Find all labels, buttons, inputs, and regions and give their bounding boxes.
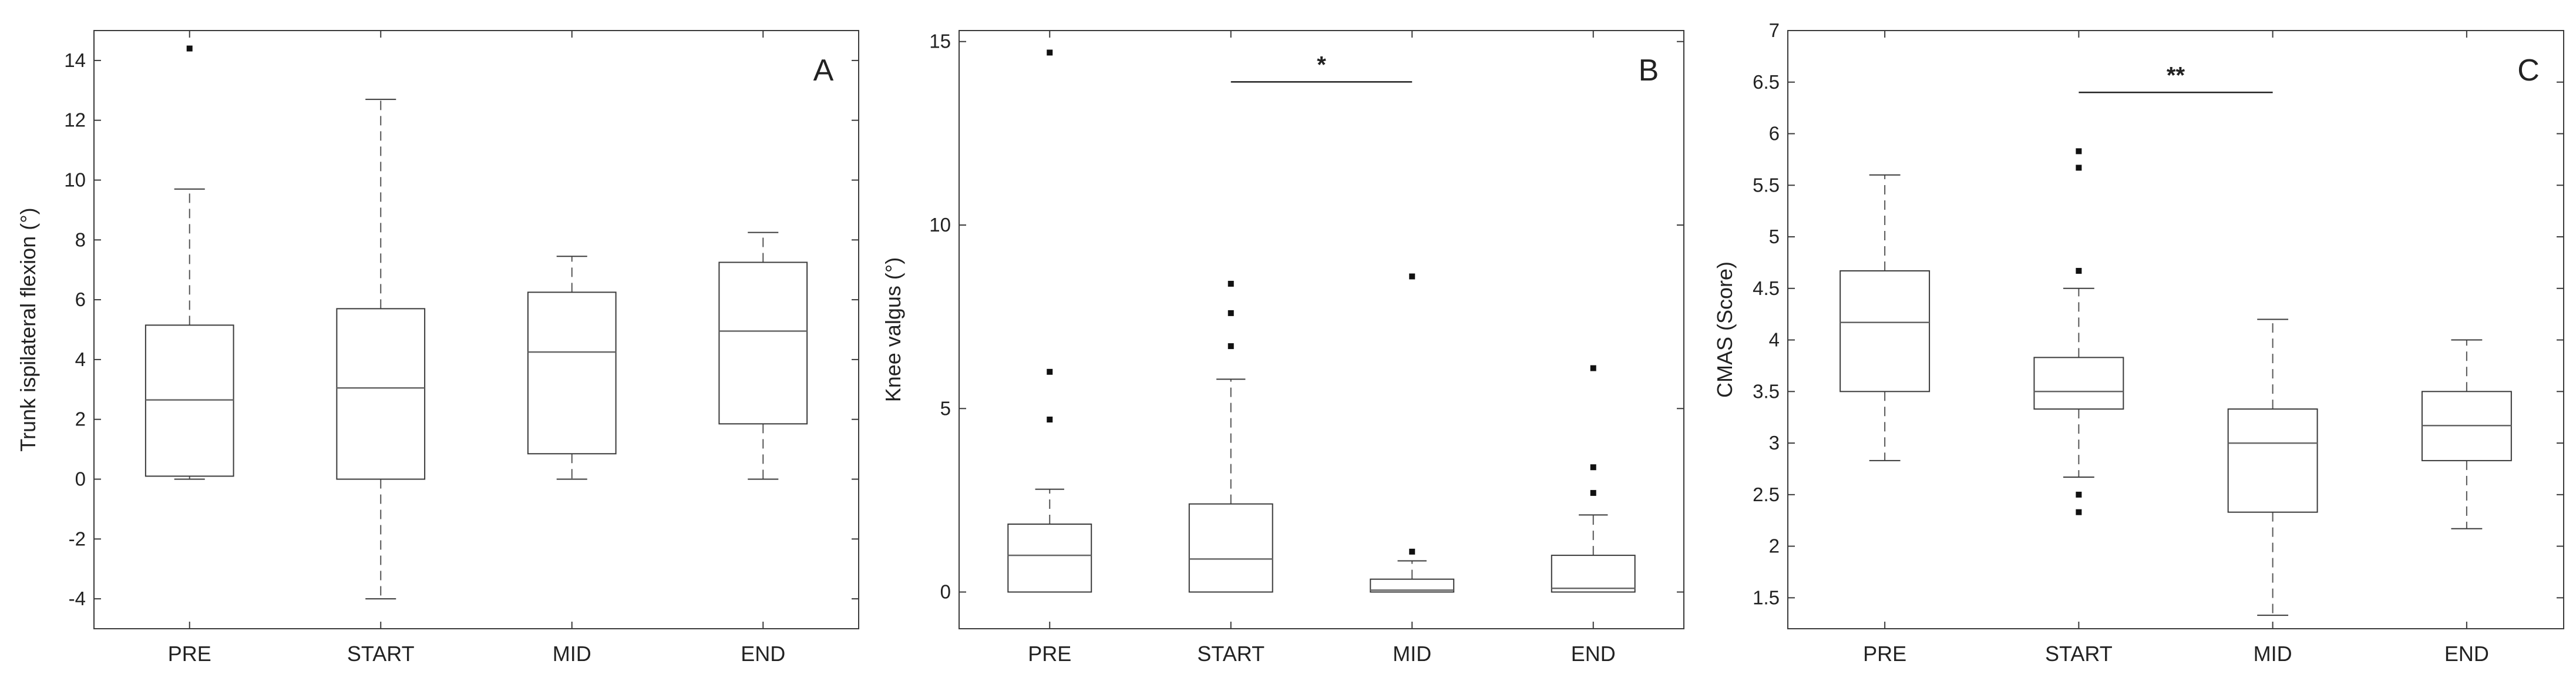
y-tick-label: 5 <box>940 397 951 419</box>
outlier-point <box>1590 464 1596 471</box>
x-category-label: PRE <box>1028 642 1071 666</box>
outlier-point <box>1590 489 1596 496</box>
significance-marker: * <box>1317 52 1326 78</box>
y-tick-label: 3.5 <box>1753 380 1780 402</box>
y-axis-label: CMAS (Score) <box>1713 261 1737 398</box>
y-tick-label: 6 <box>75 289 86 310</box>
iqr-box <box>144 324 234 477</box>
y-tick-label: 4.5 <box>1753 277 1780 299</box>
iqr-box <box>2227 408 2318 513</box>
y-tick-label: 1.5 <box>1753 586 1780 608</box>
iqr-box <box>1839 270 1931 393</box>
x-category-label: START <box>347 642 415 666</box>
y-tick-label: 10 <box>64 169 86 191</box>
y-tick-label: 0 <box>75 468 86 490</box>
plot-frame <box>93 30 859 629</box>
outlier-point <box>1409 273 1415 280</box>
outlier-point <box>2076 148 2082 155</box>
box-pre <box>144 45 234 480</box>
x-category-label: MID <box>1393 642 1431 666</box>
y-tick-label: 2.5 <box>1753 484 1780 505</box>
iqr-box <box>336 308 426 480</box>
box-mid <box>2227 318 2318 616</box>
iqr-box <box>718 261 808 425</box>
y-tick-label: -4 <box>69 588 86 609</box>
y-tick-label: 0 <box>940 581 951 603</box>
y-tick-label: 14 <box>64 49 86 71</box>
box-mid <box>527 256 617 480</box>
x-category-label: END <box>1571 642 1616 666</box>
y-tick-label: 3 <box>1769 432 1780 454</box>
y-tick-label: 6 <box>1769 123 1780 145</box>
box-end <box>2421 339 2512 529</box>
panel-label: B <box>1639 53 1659 88</box>
iqr-box <box>527 291 617 455</box>
outlier-point <box>2076 491 2082 498</box>
panel-a: -4 -2 0 2 4 6 8 10 12 14 PRE START MID END Trunk ispil… <box>16 30 859 666</box>
x-category-label: END <box>2444 642 2489 666</box>
box-end <box>718 232 808 480</box>
y-tick-label: 4 <box>75 348 86 370</box>
outlier-point <box>1047 417 1053 423</box>
y-axis-label: Knee valgus (°) <box>881 257 905 402</box>
panel-b: 0 5 10 15 PRE START MID END Knee valgus (°) B * <box>881 30 1684 666</box>
iqr-box <box>1551 555 1636 593</box>
y-tick-label: 2 <box>75 408 86 430</box>
y-tick-label: 7 <box>1769 19 1780 41</box>
x-category-label: START <box>2045 642 2113 666</box>
y-tick-label: 5.5 <box>1753 174 1780 196</box>
y-axis-label: Trunk ispilateral flexion (°) <box>16 207 40 451</box>
outlier-point <box>1228 280 1234 287</box>
panel-c: 1.5 2 2.5 3 3.5 4 4.5 5 5.5 6 6.5 7 PRE START MID END CM… <box>1713 19 2564 666</box>
y-tick-label: 6.5 <box>1753 71 1780 93</box>
box-pre <box>1839 174 1931 461</box>
panel-label: A <box>813 53 834 88</box>
box-pre <box>1007 49 1092 593</box>
y-tick-label: -2 <box>69 528 86 549</box>
y-tick-label: 15 <box>929 31 951 52</box>
box-start <box>336 99 426 600</box>
panel-label: C <box>2517 53 2540 88</box>
iqr-box <box>1370 578 1455 593</box>
significance-marker: ** <box>2167 62 2185 88</box>
outlier-point <box>1047 49 1053 56</box>
x-category-label: END <box>741 642 785 666</box>
outlier-point <box>1228 310 1234 316</box>
iqr-box <box>1188 503 1273 593</box>
outlier-point <box>2076 267 2082 274</box>
outlier-point <box>1047 368 1053 375</box>
iqr-box <box>2033 357 2124 410</box>
box-start <box>1188 280 1273 593</box>
y-tick-label: 5 <box>1769 226 1780 247</box>
y-tick-label: 10 <box>929 214 951 236</box>
plot-frame <box>1787 30 2564 629</box>
y-tick-label: 12 <box>64 109 86 131</box>
outlier-point <box>1590 365 1596 371</box>
plot-frame <box>959 30 1684 629</box>
outlier-point <box>1409 548 1415 555</box>
iqr-box <box>1007 524 1092 593</box>
x-category-label: START <box>1197 642 1265 666</box>
y-tick-label: 2 <box>1769 535 1780 557</box>
x-category-label: PRE <box>1863 642 1906 666</box>
outlier-point <box>186 45 193 52</box>
x-category-label: MID <box>2254 642 2292 666</box>
outlier-point <box>2076 509 2082 515</box>
box-end <box>1551 365 1636 593</box>
y-tick-label: 4 <box>1769 329 1780 351</box>
x-category-label: MID <box>553 642 591 666</box>
y-tick-label: 8 <box>75 229 86 250</box>
outlier-point <box>1228 343 1234 350</box>
box-mid <box>1370 273 1455 593</box>
x-category-label: PRE <box>168 642 211 666</box>
box-start <box>2033 148 2124 515</box>
outlier-point <box>2076 165 2082 171</box>
